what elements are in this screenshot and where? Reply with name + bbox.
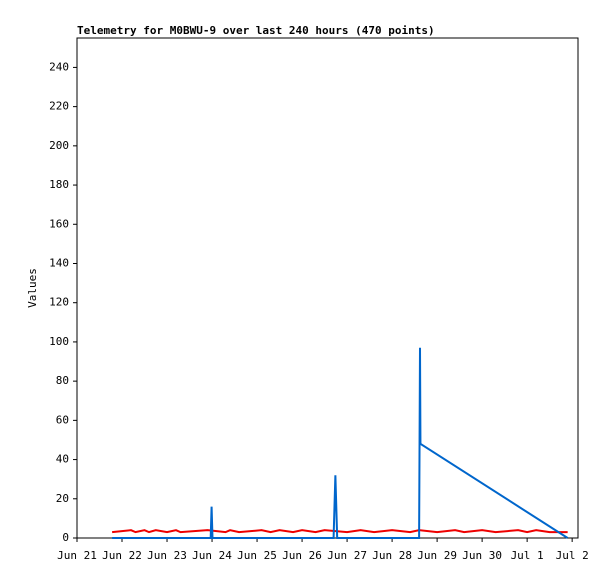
y-tick-label: 80 bbox=[56, 374, 69, 387]
y-axis-label: Values bbox=[26, 268, 39, 308]
y-tick-label: 40 bbox=[56, 453, 69, 466]
x-tick-label: Jun 22 bbox=[102, 549, 142, 562]
x-tick-label: Jun 29 bbox=[417, 549, 457, 562]
x-tick-label: Jun 23 bbox=[147, 549, 187, 562]
y-tick-label: 160 bbox=[49, 217, 69, 230]
x-tick-label: Jun 27 bbox=[327, 549, 367, 562]
y-tick-label: 60 bbox=[56, 413, 69, 426]
x-tick-label: Jun 26 bbox=[282, 549, 322, 562]
x-tick-label: Jun 24 bbox=[192, 549, 232, 562]
y-tick-label: 180 bbox=[49, 178, 69, 191]
y-tick-label: 200 bbox=[49, 139, 69, 152]
y-tick-label: 120 bbox=[49, 296, 69, 309]
y-tick-label: 140 bbox=[49, 256, 69, 269]
x-tick-label: Jun 28 bbox=[372, 549, 412, 562]
x-tick-label: Jun 25 bbox=[237, 549, 277, 562]
series-line bbox=[112, 347, 569, 539]
x-tick-label: Jul 2 bbox=[556, 549, 589, 562]
y-tick-label: 100 bbox=[49, 335, 69, 348]
plot-frame bbox=[76, 37, 579, 539]
x-tick-label: Jun 30 bbox=[462, 549, 502, 562]
y-tick-label: 20 bbox=[56, 492, 69, 505]
y-tick-label: 0 bbox=[62, 531, 69, 544]
x-tick-label: Jun 21 bbox=[57, 549, 97, 562]
y-tick-label: 240 bbox=[49, 60, 69, 73]
chart-title: Telemetry for M0BWU-9 over last 240 hour… bbox=[77, 24, 435, 37]
y-tick-label: 220 bbox=[49, 100, 69, 113]
series-line bbox=[112, 529, 568, 534]
x-tick-label: Jul 1 bbox=[511, 549, 544, 562]
